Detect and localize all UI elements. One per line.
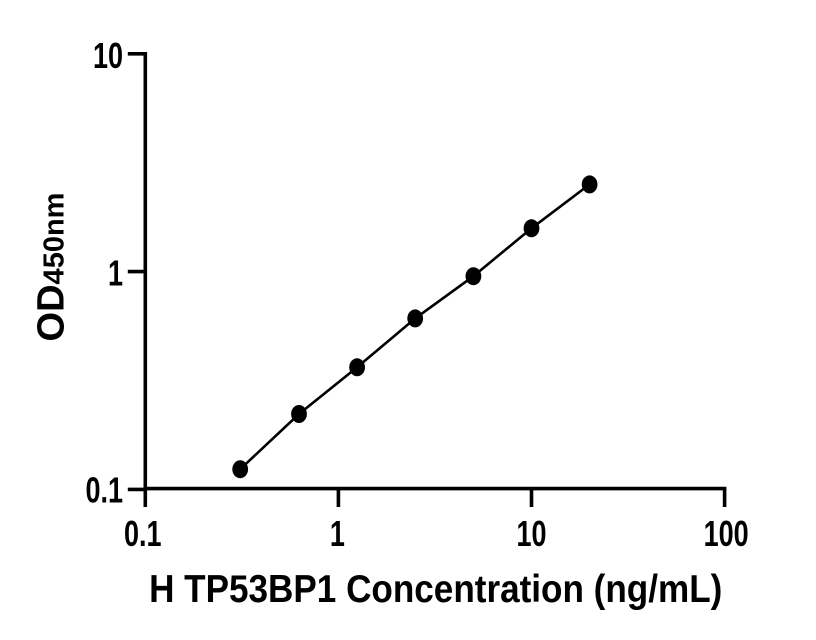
svg-text:10: 10 bbox=[516, 513, 546, 554]
svg-text:H TP53BP1 Concentration (ng/mL: H TP53BP1 Concentration (ng/mL) bbox=[149, 566, 722, 610]
svg-text:10: 10 bbox=[93, 35, 123, 76]
svg-text:1: 1 bbox=[108, 252, 123, 293]
svg-text:0.1: 0.1 bbox=[85, 470, 123, 511]
svg-text:1: 1 bbox=[330, 513, 345, 554]
svg-text:100: 100 bbox=[704, 513, 749, 554]
svg-text:0.1: 0.1 bbox=[124, 513, 162, 554]
